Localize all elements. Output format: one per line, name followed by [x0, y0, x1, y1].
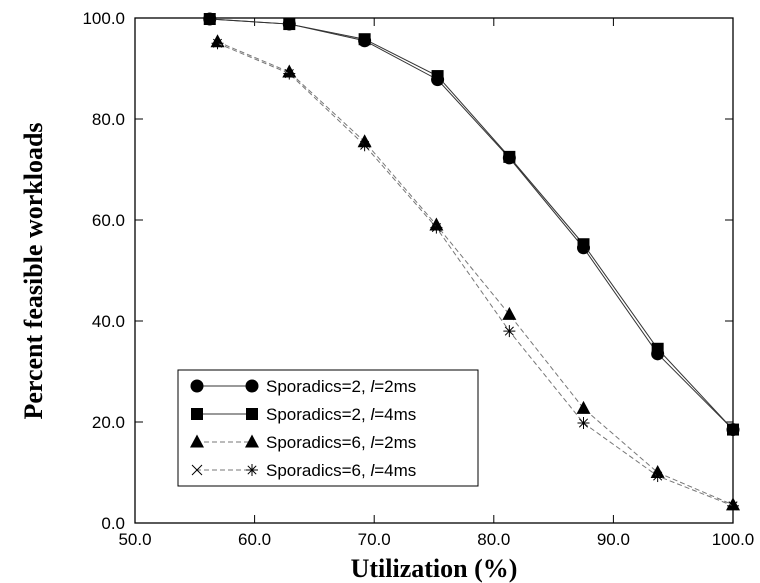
asterisk-stroke [284, 68, 294, 79]
legend-marker-triangle [190, 434, 204, 448]
asterisk-stroke [653, 471, 663, 481]
legend-label-part: Sporadics=6, [266, 433, 370, 452]
legend-box [177, 369, 479, 487]
data-point-asterisk [430, 221, 443, 234]
x-tick-label: 50.0 [118, 530, 151, 549]
legend-label-part: =4ms [374, 461, 416, 480]
x-tick-label: 80.0 [477, 530, 510, 549]
x-stroke [191, 464, 203, 476]
data-point-square [577, 238, 590, 251]
legend-marker-square [191, 408, 203, 420]
data-point-triangle [576, 400, 591, 414]
legend-label-part: l [370, 461, 375, 480]
asterisk-stroke [360, 140, 370, 150]
x-tick-label: 70.0 [358, 530, 391, 549]
legend-label: Sporadics=6, l=4ms [266, 461, 416, 480]
x-tick-label: 90.0 [597, 530, 630, 549]
y-tick-label: 0.0 [101, 514, 125, 533]
data-point-square [727, 423, 739, 436]
x-axis-title: Utilization (%) [351, 554, 518, 583]
y-tick-label: 80.0 [92, 110, 125, 129]
legend-x-marker [191, 464, 203, 476]
legend-label-part: =2ms [374, 433, 416, 452]
legend-marker-triangle [245, 434, 259, 448]
legend-label-part: l [370, 377, 375, 396]
data-point-asterisk [503, 325, 516, 338]
data-point-asterisk [283, 67, 296, 80]
legend-marker-circle [245, 379, 259, 393]
data-point-asterisk [651, 470, 664, 483]
data-point-asterisk [727, 499, 739, 512]
data-point-square [651, 342, 664, 355]
y-axis-title: Percent feasible workloads [19, 122, 48, 419]
legend-marker-square [246, 408, 258, 420]
data-point-square [283, 18, 296, 31]
x-tick-label: 60.0 [238, 530, 271, 549]
asterisk-stroke [247, 465, 257, 475]
legend-marker-circle [190, 379, 204, 393]
axis-ticks: 50.0 60.0 70.0 80.0 90.0 100.0 0.0 20.0 40.0 60.0… [82, 9, 754, 549]
data-point-square [503, 150, 516, 163]
data-point-asterisk [358, 139, 371, 152]
data-point-square [431, 70, 444, 83]
y-tick-label: 100.0 [82, 9, 125, 28]
legend-label-part: Sporadics=6, [266, 461, 370, 480]
x-tick-label: 100.0 [712, 530, 755, 549]
legend-label: Sporadics=2, l=2ms [266, 377, 416, 396]
legend-label-part: Sporadics=2, [266, 377, 370, 396]
y-tick-label: 40.0 [92, 312, 125, 331]
legend-label-part: =2ms [374, 377, 416, 396]
legend-label: Sporadics=6, l=2ms [266, 433, 416, 452]
asterisk-stroke [212, 38, 223, 48]
series-line-2 [209, 18, 734, 430]
y-tick-label: 20.0 [92, 413, 125, 432]
asterisk-stroke [578, 418, 589, 428]
data-point-square [358, 33, 371, 46]
series-line-1 [209, 18, 734, 430]
legend-label-part: =4ms [374, 405, 416, 424]
data-point-triangle [502, 306, 517, 320]
y-tick-label: 60.0 [92, 211, 125, 230]
series-line-4 [217, 42, 734, 507]
legend-label: Sporadics=2, l=4ms [266, 405, 416, 424]
legend-marker-asterisk [246, 464, 258, 476]
data-point-asterisk [211, 37, 224, 50]
data-point-asterisk [577, 417, 590, 430]
legend-label-part: l [370, 433, 375, 452]
data-point-square [203, 13, 216, 26]
asterisk-stroke [728, 501, 738, 511]
series-layer [203, 12, 740, 512]
plot-frame [134, 17, 734, 524]
series-line-3 [217, 41, 734, 506]
legend-label-part: l [370, 405, 375, 424]
asterisk-stroke [431, 223, 441, 233]
asterisk-stroke [504, 326, 514, 336]
legend-label-part: Sporadics=2, [266, 405, 370, 424]
